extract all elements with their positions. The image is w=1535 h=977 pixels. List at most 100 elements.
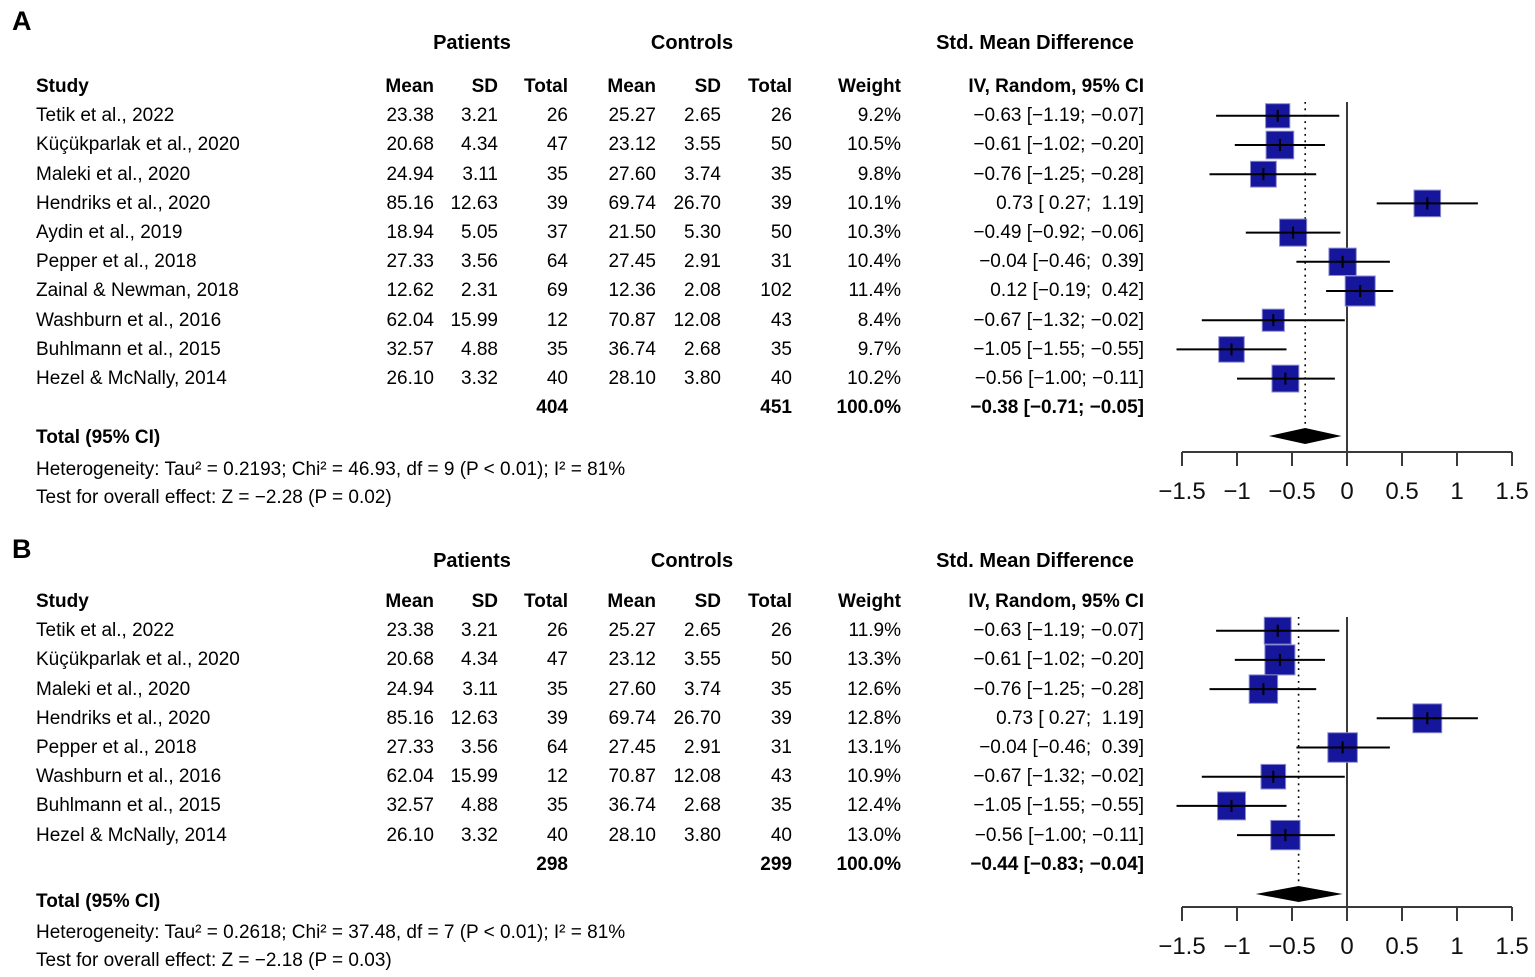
col-header-weight: Weight <box>838 591 901 612</box>
patients-total: 40 <box>546 367 568 389</box>
controls-mean: 27.45 <box>608 251 656 273</box>
patients-sd: 2.31 <box>461 280 498 302</box>
patients-sd: 4.34 <box>461 134 498 156</box>
effect-square <box>1217 791 1246 821</box>
patients-mean: 62.04 <box>386 766 434 788</box>
study-name: Maleki et al., 2020 <box>36 678 191 700</box>
smd-ci-value: 0.73 [ 0.27; 1.19] <box>996 192 1144 214</box>
smd-ci-value: −0.67 [−1.32; −0.02] <box>973 766 1144 788</box>
totals-spacer <box>656 393 721 422</box>
effect-square <box>1248 674 1279 704</box>
controls-sd: 2.65 <box>684 105 721 127</box>
patients-mean: 26.10 <box>386 824 434 846</box>
study-row: Maleki et al., 2020 24.94 3.11 35 27.60 3.74 3… <box>36 675 1144 704</box>
weight-value: 13.3% <box>847 649 901 671</box>
totals-spacer <box>371 393 434 422</box>
patients-total: 12 <box>546 766 568 788</box>
effect-square <box>1263 616 1292 645</box>
patients-sd: 4.88 <box>461 338 498 360</box>
controls-sd: 2.91 <box>684 736 721 758</box>
patients-mean: 18.94 <box>386 221 434 243</box>
patients-sd: 3.21 <box>461 105 498 127</box>
col-header-controls-total: Total <box>748 76 792 97</box>
controls-mean: 25.27 <box>608 105 656 127</box>
controls-mean: 70.87 <box>608 766 656 788</box>
col-header-ci: IV, Random, 95% CI <box>968 591 1144 612</box>
controls-mean: 27.60 <box>608 163 656 185</box>
table-header-row: Study Mean SD Total Mean SD Total Weight IV, Ran… <box>36 72 1144 101</box>
effect-square <box>1327 732 1358 763</box>
study-name: Aydin et al., 2019 <box>36 221 183 243</box>
weight-value: 12.6% <box>847 678 901 700</box>
totals-row: 404 451 100.0% −0.38 [−0.71; −0.05] <box>36 393 1144 422</box>
table-header-row: Study Mean SD Total Mean SD Total Weight IV, Ran… <box>36 587 1144 616</box>
x-axis-tick-label: 1 <box>1450 933 1463 960</box>
pooled-smd-ci: −0.44 [−0.83; −0.04] <box>970 853 1144 875</box>
patients-sd: 3.56 <box>461 251 498 273</box>
smd-ci-value: −0.04 [−0.46; 0.39] <box>979 736 1144 758</box>
x-axis-tick-label: −0.5 <box>1268 933 1315 960</box>
col-header-patients-sd: SD <box>471 591 498 612</box>
controls-total: 102 <box>760 280 792 302</box>
patients-mean: 27.33 <box>386 736 434 758</box>
controls-sd: 3.80 <box>684 367 721 389</box>
x-axis-tick-label: −1.5 <box>1158 933 1205 960</box>
study-row: Tetik et al., 2022 23.38 3.21 26 25.27 2.65 26… <box>36 616 1144 645</box>
weight-value: 11.9% <box>848 620 901 642</box>
weight-value: 10.2% <box>847 367 901 389</box>
smd-ci-value: −0.63 [−1.19; −0.07] <box>973 620 1144 642</box>
study-name: Tetik et al., 2022 <box>36 105 175 127</box>
study-row: Buhlmann et al., 2015 32.57 4.88 35 36.74 2.6… <box>36 335 1144 364</box>
patients-mean: 24.94 <box>386 678 434 700</box>
col-header-patients-total: Total <box>524 76 568 97</box>
study-row: Pepper et al., 2018 27.33 3.56 64 27.45 2.91 3… <box>36 733 1144 762</box>
col-header-patients-total: Total <box>524 591 568 612</box>
x-axis-tick-label: 1 <box>1450 478 1463 505</box>
study-name: Buhlmann et al., 2015 <box>36 338 221 360</box>
patients-mean: 12.62 <box>386 280 434 302</box>
panel-b-label: B <box>12 534 32 564</box>
patients-sd: 3.11 <box>462 678 498 700</box>
weight-value: 10.5% <box>847 134 901 156</box>
controls-sd: 12.08 <box>673 766 721 788</box>
controls-total: 50 <box>770 221 792 243</box>
weight-value: 13.1% <box>847 736 901 758</box>
patients-mean: 23.38 <box>386 105 434 127</box>
controls-total: 35 <box>770 678 792 700</box>
controls-total: 31 <box>770 736 792 758</box>
controls-sd: 3.55 <box>684 649 721 671</box>
study-name: Zainal & Newman, 2018 <box>36 280 239 302</box>
total-controls-n: 299 <box>760 853 792 875</box>
study-name: Pepper et al., 2018 <box>36 251 197 273</box>
patients-mean: 85.16 <box>386 192 434 214</box>
totals-spacer <box>434 850 498 879</box>
panel-a-label: A <box>12 6 32 36</box>
smd-group-header-b: Std. Mean Difference <box>936 550 1134 572</box>
controls-sd: 26.70 <box>673 192 721 214</box>
smd-ci-value: −0.76 [−1.25; −0.28] <box>973 678 1144 700</box>
totals-spacer <box>656 850 721 879</box>
study-name: Washburn et al., 2016 <box>36 309 222 331</box>
study-row: Tetik et al., 2022 23.38 3.21 26 25.27 2.65 26… <box>36 101 1144 130</box>
smd-ci-value: −0.61 [−1.02; −0.20] <box>973 134 1144 156</box>
study-name: Hendriks et al., 2020 <box>36 192 211 214</box>
pooled-diamond <box>1255 886 1343 902</box>
x-axis-tick-label: −1 <box>1223 933 1250 960</box>
patients-sd: 15.99 <box>450 309 498 331</box>
effect-square <box>1270 819 1301 851</box>
patients-total: 35 <box>546 795 568 817</box>
x-axis-tick-label: 0 <box>1340 933 1353 960</box>
controls-sd: 3.74 <box>684 163 721 185</box>
patients-mean: 85.16 <box>386 707 434 729</box>
study-row: Hendriks et al., 2020 85.16 12.63 39 69.74 26… <box>36 704 1144 733</box>
study-name: Maleki et al., 2020 <box>36 163 191 185</box>
x-axis-tick-label: 1.5 <box>1495 478 1528 505</box>
patients-mean: 24.94 <box>386 163 434 185</box>
col-header-patients-sd: SD <box>471 76 498 97</box>
controls-mean: 25.27 <box>608 620 656 642</box>
controls-mean: 23.12 <box>608 649 656 671</box>
patients-sd: 3.32 <box>461 824 498 846</box>
controls-mean: 69.74 <box>608 192 656 214</box>
panel-a-table: Study Mean SD Total Mean SD Total Weight IV, Ran… <box>36 72 1144 422</box>
controls-mean: 69.74 <box>608 707 656 729</box>
